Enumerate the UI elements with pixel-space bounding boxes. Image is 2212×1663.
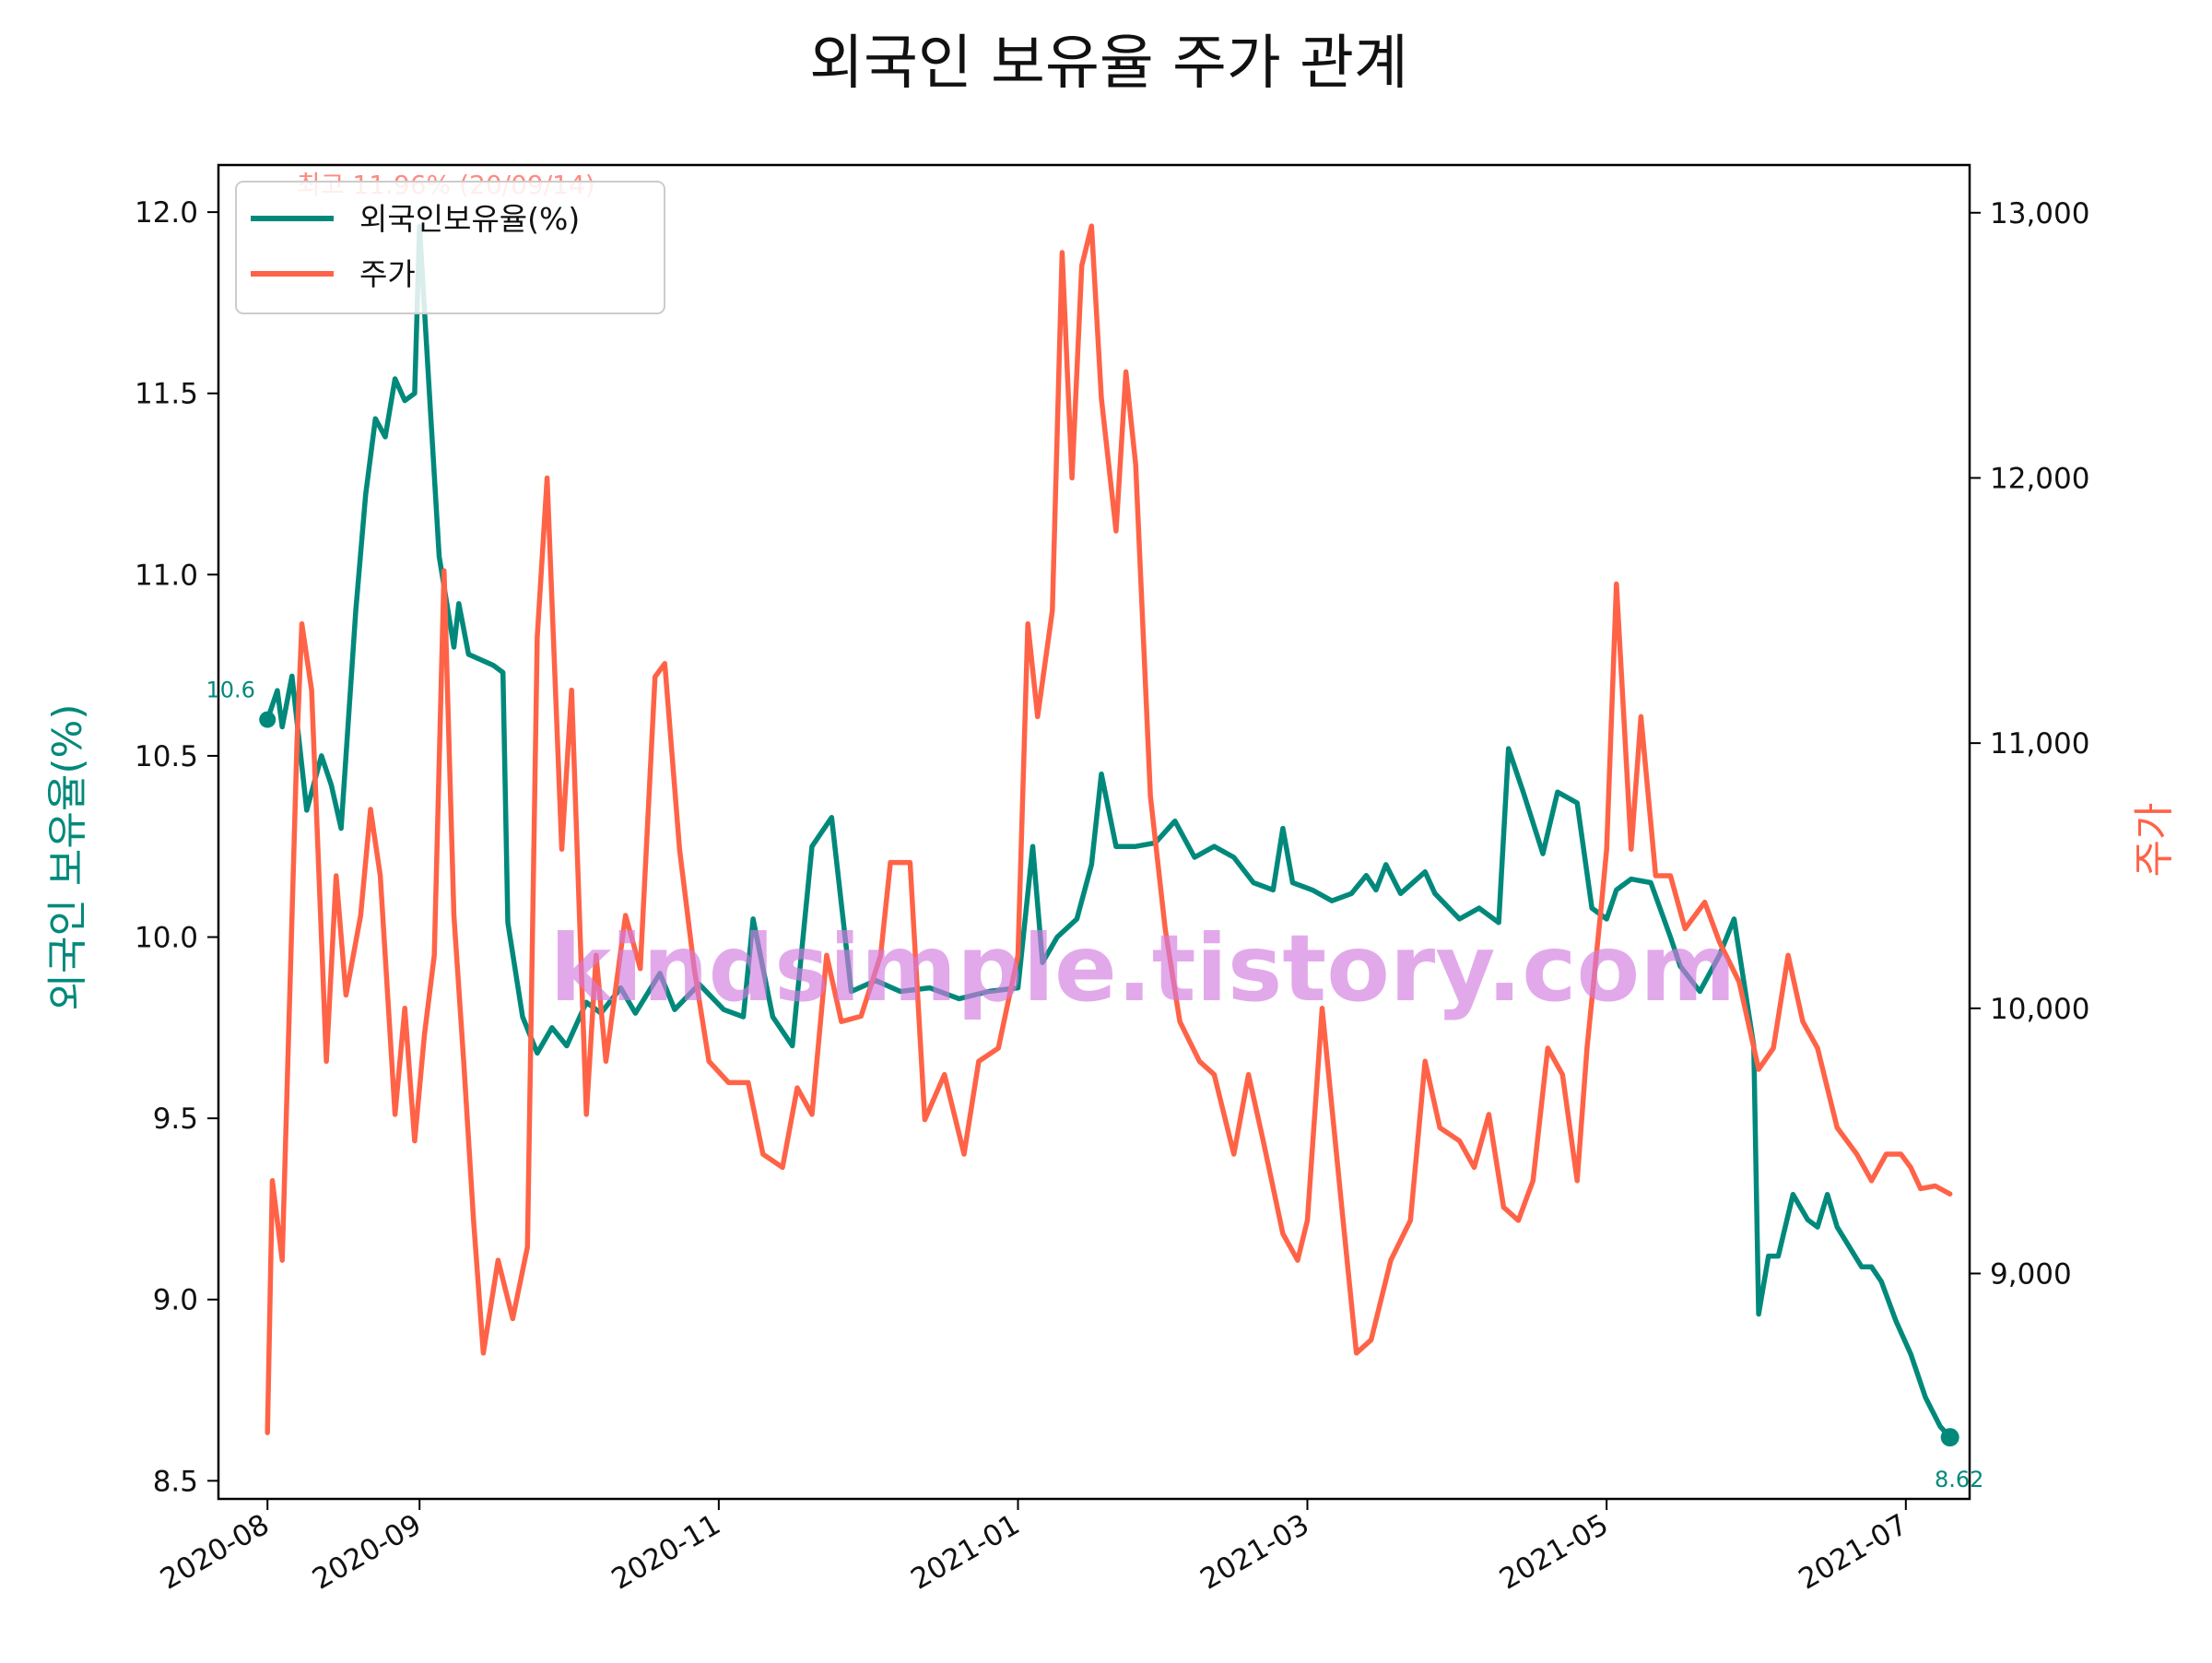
y-right-tick-label: 13,000 — [1990, 197, 2089, 230]
legend-box — [235, 181, 665, 314]
y-right-tick-label: 12,000 — [1990, 462, 2089, 495]
end-point-marker — [1940, 1428, 1959, 1447]
x-tick-label: 2021-07 — [1794, 1508, 1913, 1597]
y-left-tick-label: 12.0 — [135, 196, 198, 230]
chart-title: 외국인 보유율 주가 관계 — [809, 29, 1408, 98]
y-left-tick-label: 8.5 — [153, 1465, 198, 1498]
x-tick-label: 2021-05 — [1494, 1508, 1614, 1597]
end-value-label: 8.62 — [1935, 1467, 1983, 1492]
series-line-price — [265, 223, 1953, 1435]
y-axis-left-label: 외국인 보유율(%) — [44, 703, 91, 1010]
y-right-tick-label: 10,000 — [1990, 993, 2089, 1026]
start-point-marker — [259, 711, 276, 728]
y-left-tick-label: 10.0 — [135, 922, 198, 955]
plot-frame — [217, 163, 1971, 1501]
series-line-foreign-ratio — [265, 224, 1953, 1440]
legend-label-price: 주가 — [359, 256, 416, 292]
y-left-tick-label: 10.5 — [135, 740, 198, 773]
x-tick-label: 2020-09 — [307, 1508, 427, 1597]
plot-area — [265, 223, 1953, 1440]
x-tick-label: 2021-03 — [1194, 1508, 1314, 1597]
y-left-tick-label: 9.5 — [153, 1103, 198, 1136]
y-left-tick-label: 11.0 — [135, 559, 198, 592]
y-left-tick-label: 11.5 — [135, 378, 198, 411]
y-left-tick-label: 9.0 — [153, 1284, 198, 1317]
watermark-text: kindsimple.tistory.com — [550, 914, 1736, 1022]
y-right-tick-label: 9,000 — [1990, 1257, 2072, 1291]
x-tick-label: 2020-08 — [155, 1508, 275, 1597]
legend-label-foreign-ratio: 외국인보유율(%) — [359, 201, 580, 237]
y-axis-right-label: 주가 — [2131, 803, 2178, 878]
legend: 외국인보유율(%) 주가 — [235, 181, 665, 314]
x-tick-label: 2021-01 — [905, 1508, 1025, 1597]
watermark: kindsimple.tistory.com — [550, 914, 1736, 1022]
start-value-label: 10.6 — [206, 678, 255, 703]
y-right-tick-label: 11,000 — [1990, 727, 2089, 761]
x-tick-label: 2020-11 — [606, 1508, 726, 1597]
